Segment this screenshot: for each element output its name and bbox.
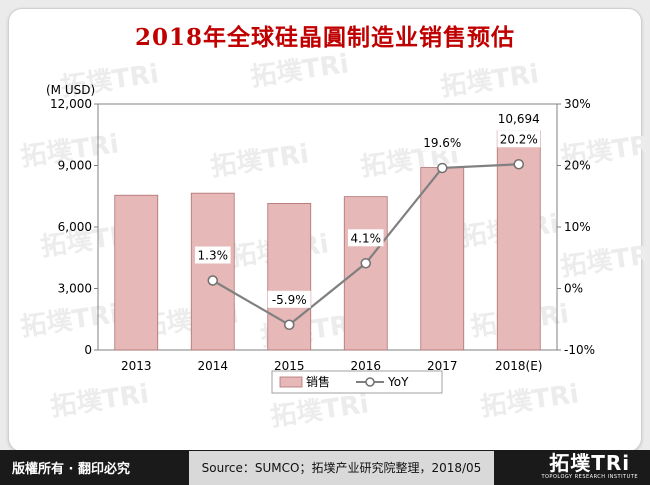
chart-title: 2018年全球硅晶圓制造业销售预估 (134, 24, 515, 51)
y2-tick-label: -10% (564, 343, 595, 357)
y-tick-label: 3,000 (58, 282, 92, 296)
yoy-label-bg (267, 290, 311, 308)
source-note: Source：SUMCO；拓墣产业研究院整理，2018/05 (189, 451, 494, 485)
logo-text: 拓墣TRi (549, 451, 631, 475)
brand-logo: 拓墣TRi TOPOLOGY RESEARCH INSTITUTE (541, 453, 638, 481)
x-tick-label: 2018(E) (495, 359, 542, 373)
yoy-label-bg (420, 133, 464, 151)
yoy-point (513, 159, 524, 170)
yoy-point (284, 319, 295, 331)
bar (496, 130, 541, 351)
legend-bar-swatch (279, 376, 303, 388)
bar-data-label: 10,694 (498, 112, 540, 126)
y-tick-label: 6,000 (58, 220, 92, 234)
legend-line-label: YoY (387, 375, 409, 389)
copyright-notice: 版權所有 · 翻印必究 (12, 462, 130, 477)
y-tick-label: 0 (84, 343, 92, 357)
yoy-point (360, 258, 371, 269)
bar (114, 194, 159, 351)
logo-subtitle: TOPOLOGY RESEARCH INSTITUTE (541, 474, 638, 480)
legend-line-marker (365, 377, 375, 387)
yoy-data-label: 20.2% (500, 132, 538, 146)
yoy-point (437, 162, 448, 174)
bar (190, 192, 235, 351)
x-tick-label: 2016 (350, 359, 381, 373)
x-tick-label: 2017 (427, 359, 458, 373)
y-tick-label: 9,000 (58, 159, 92, 173)
bar (343, 196, 388, 351)
legend-bar-label: 销售 (306, 374, 330, 389)
x-tick-label: 2013 (121, 359, 152, 373)
bar (420, 167, 465, 351)
yoy-label-bg (347, 229, 384, 247)
y-axis-label: (M USD) (46, 83, 95, 97)
yoy-data-label: 1.3% (198, 249, 229, 263)
y2-tick-label: 0% (564, 282, 583, 296)
yoy-label-bg (497, 130, 541, 148)
yoy-data-label: -5.9% (272, 293, 307, 307)
y2-tick-label: 10% (564, 220, 591, 234)
yoy-point (207, 275, 218, 286)
y-tick-label: 12,000 (50, 97, 92, 111)
yoy-label-bg (194, 246, 231, 264)
x-tick-label: 2015 (274, 359, 305, 373)
y2-tick-label: 20% (564, 159, 591, 173)
y2-tick-label: 30% (564, 97, 591, 111)
yoy-data-label: 4.1% (351, 231, 382, 245)
bar (267, 203, 312, 351)
yoy-data-label: 19.6% (423, 136, 461, 150)
x-tick-label: 2014 (197, 359, 228, 373)
plot-area (97, 103, 558, 351)
